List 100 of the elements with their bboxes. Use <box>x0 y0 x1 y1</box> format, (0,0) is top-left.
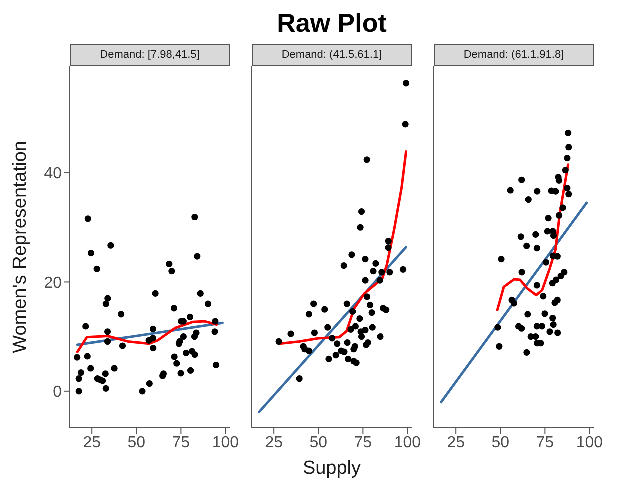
x-tick-label: 75 <box>172 434 190 452</box>
point <box>344 340 351 346</box>
point <box>369 324 376 331</box>
point <box>82 323 90 330</box>
point <box>518 269 526 276</box>
point <box>99 378 106 384</box>
point <box>564 154 571 162</box>
point <box>552 188 560 195</box>
point <box>385 244 392 252</box>
point <box>549 280 556 287</box>
point <box>564 185 571 192</box>
point <box>76 376 82 382</box>
point <box>367 302 374 308</box>
point <box>496 343 503 350</box>
point <box>362 256 369 263</box>
point <box>306 348 312 354</box>
point <box>174 360 180 367</box>
point <box>524 349 530 356</box>
point <box>348 252 356 258</box>
point <box>348 326 354 334</box>
point <box>364 156 370 164</box>
point <box>84 353 91 360</box>
point <box>518 176 526 184</box>
point <box>88 365 94 372</box>
point <box>350 346 358 353</box>
point <box>362 277 369 284</box>
point <box>534 282 540 289</box>
point <box>542 310 548 318</box>
point <box>119 342 126 350</box>
point <box>562 166 569 174</box>
point <box>518 325 526 332</box>
point <box>534 245 540 252</box>
point <box>494 324 502 331</box>
point <box>400 266 407 273</box>
point <box>566 144 572 151</box>
point <box>507 187 514 194</box>
point <box>310 300 318 308</box>
point <box>358 208 366 216</box>
point <box>193 330 200 336</box>
point <box>402 121 409 128</box>
point <box>554 330 562 336</box>
point <box>362 326 369 334</box>
point <box>556 177 563 184</box>
point <box>368 309 376 316</box>
point <box>178 370 184 377</box>
point <box>166 260 173 268</box>
point <box>334 340 341 348</box>
point <box>378 269 386 276</box>
point <box>192 352 198 358</box>
point <box>524 311 532 318</box>
point <box>385 238 392 245</box>
point <box>94 266 100 272</box>
point <box>118 311 125 318</box>
point <box>560 204 566 212</box>
point <box>550 232 558 240</box>
point <box>212 318 219 325</box>
point <box>146 380 153 388</box>
chart-subtitle: Demand: [7.98,41.5] <box>70 44 230 66</box>
point <box>525 196 532 204</box>
point <box>542 259 550 266</box>
x-tick-label: 100 <box>394 434 422 452</box>
point <box>192 214 198 221</box>
y-tick-label: 20 <box>44 274 62 292</box>
point <box>111 365 118 372</box>
chart-subtitle: Demand: (41.5,61.1] <box>252 44 412 66</box>
point <box>84 216 92 222</box>
point <box>150 326 157 332</box>
point <box>88 250 95 257</box>
point <box>152 290 159 297</box>
point <box>183 350 190 356</box>
point <box>552 300 558 306</box>
x-tick-label: 25 <box>265 434 284 452</box>
point <box>364 294 371 300</box>
point <box>566 191 572 198</box>
point <box>558 272 564 280</box>
point <box>518 234 524 240</box>
point <box>350 308 356 315</box>
point <box>332 352 340 359</box>
point <box>104 338 112 346</box>
point <box>403 80 410 87</box>
point <box>168 268 176 275</box>
point <box>524 242 530 250</box>
point <box>356 316 364 322</box>
point <box>532 231 540 238</box>
point <box>510 300 518 307</box>
y-tick-label: 40 <box>44 166 62 183</box>
point <box>212 362 220 369</box>
point <box>554 253 561 260</box>
point <box>550 314 556 322</box>
point <box>326 356 332 363</box>
point <box>296 376 303 382</box>
point <box>341 348 348 356</box>
x-axis-title: Supply <box>302 458 362 481</box>
chart-title: Raw Plot <box>277 8 387 40</box>
y-tick-label: 0 <box>53 384 62 402</box>
point <box>377 334 384 340</box>
point <box>340 262 348 270</box>
point <box>357 224 364 231</box>
x-tick-label: 75 <box>536 434 554 452</box>
point <box>345 356 352 363</box>
